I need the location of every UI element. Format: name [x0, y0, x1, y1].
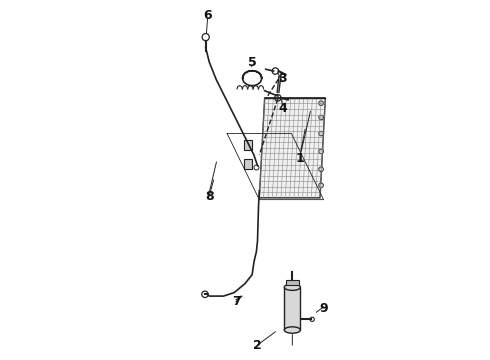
- Polygon shape: [259, 98, 325, 198]
- Text: 8: 8: [205, 190, 214, 203]
- Bar: [245, 159, 252, 169]
- Text: 5: 5: [248, 55, 257, 69]
- Text: 1: 1: [296, 152, 305, 165]
- Ellipse shape: [284, 327, 300, 333]
- Text: 2: 2: [253, 338, 262, 351]
- Text: 4: 4: [278, 102, 287, 115]
- Text: 3: 3: [278, 72, 287, 85]
- Bar: [284, 287, 300, 330]
- Circle shape: [319, 131, 323, 136]
- Circle shape: [319, 149, 323, 154]
- Text: 6: 6: [203, 9, 212, 22]
- Text: 7: 7: [232, 295, 241, 308]
- Bar: [245, 140, 252, 150]
- Circle shape: [319, 115, 323, 120]
- Text: 9: 9: [319, 302, 328, 315]
- Circle shape: [319, 183, 323, 188]
- Ellipse shape: [284, 284, 300, 291]
- Circle shape: [319, 101, 323, 105]
- Circle shape: [319, 167, 323, 172]
- Bar: [286, 280, 298, 285]
